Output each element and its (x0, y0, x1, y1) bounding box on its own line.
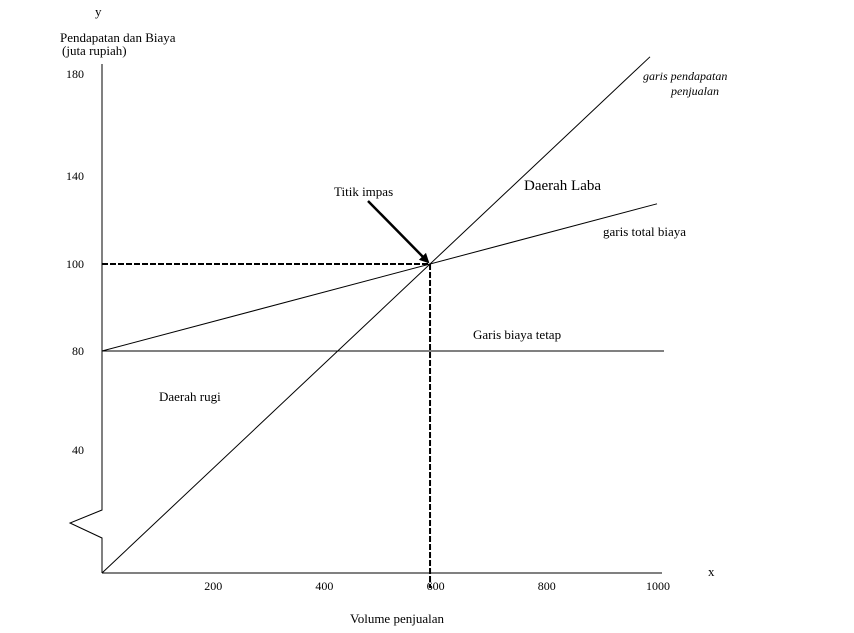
total-cost-line-label: garis total biaya (603, 224, 686, 239)
y-tick-label: 180 (66, 67, 84, 81)
revenue-line (101, 56, 651, 574)
fixed-cost-line-label: Garis biaya tetap (473, 327, 561, 342)
x-axis-letter: x (708, 564, 715, 579)
total-cost-line (101, 203, 658, 352)
x-tick-label: 800 (538, 579, 556, 593)
x-tick-label: 600 (427, 579, 445, 593)
x-tick-label: 200 (204, 579, 222, 593)
y-tick-label: 40 (72, 443, 84, 457)
y-tick-labels: 40 80 100 140 180 (66, 67, 84, 457)
x-tick-label: 400 (315, 579, 333, 593)
profit-area-label: Daerah Laba (524, 178, 601, 194)
loss-area-label: Daerah rugi (159, 389, 221, 404)
revenue-line-label-2: penjualan (670, 84, 719, 98)
y-tick-label: 100 (66, 257, 84, 271)
y-axis-line (68, 64, 103, 573)
y-tick-label: 140 (66, 169, 84, 183)
y-axis-label-line1: Pendapatan dan Biaya (60, 30, 176, 45)
break-even-label: Titik impas (334, 184, 393, 199)
x-tick-labels: 200 400 600 800 1000 (204, 579, 670, 593)
y-tick-label: 80 (72, 344, 84, 358)
revenue-line-label-1: garis pendapatan (643, 69, 727, 83)
break-even-arrow (367, 200, 430, 264)
y-axis-label-line2: (juta rupiah) (62, 43, 127, 58)
y-axis-letter: y (95, 4, 102, 19)
x-tick-label: 1000 (646, 579, 670, 593)
x-axis-label: Volume penjualan (350, 611, 444, 626)
